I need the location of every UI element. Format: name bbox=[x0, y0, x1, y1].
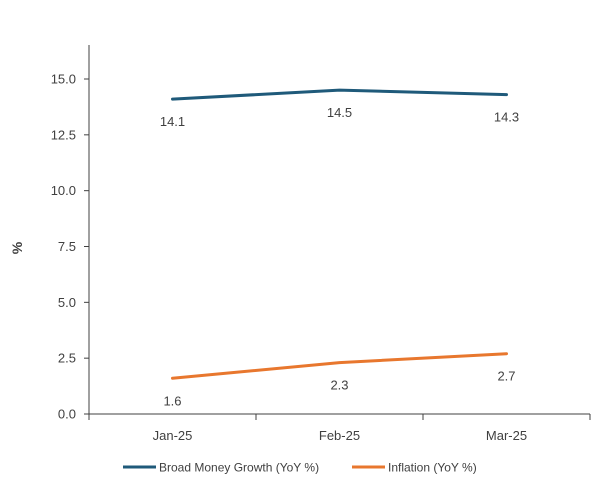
legend: Broad Money Growth (YoY %) Inflation (YoY… bbox=[123, 461, 477, 475]
y-tick-label: 12.5 bbox=[51, 127, 76, 142]
data-label: 2.7 bbox=[497, 369, 515, 384]
x-tick-label: Jan-25 bbox=[153, 428, 193, 443]
data-label: 14.3 bbox=[494, 110, 519, 125]
legend-label: Broad Money Growth (YoY %) bbox=[159, 461, 319, 475]
series-line bbox=[171, 352, 508, 380]
x-tick-label: Mar-25 bbox=[486, 428, 527, 443]
series-line bbox=[171, 88, 508, 101]
data-label: 1.6 bbox=[163, 393, 181, 408]
y-tick-label: 15.0 bbox=[51, 72, 76, 87]
y-tick-label: 5.0 bbox=[58, 295, 76, 310]
series-2: 1.6 2.3 2.7 bbox=[163, 352, 516, 408]
data-label: 14.5 bbox=[327, 105, 352, 120]
axes: 0.0 2.5 5.0 7.5 10.0 12.5 15.0 Jan-25 Feb-25 Mar-… bbox=[51, 45, 591, 443]
legend-item-2: Inflation (YoY %) bbox=[352, 461, 477, 475]
series-layer: 14.1 14.5 14.3 1.6 2.3 2.7 bbox=[160, 88, 519, 408]
y-axis-label: % bbox=[9, 241, 25, 254]
series-1: 14.1 14.5 14.3 bbox=[160, 88, 519, 129]
y-tick-label: 7.5 bbox=[58, 239, 76, 254]
data-label: 14.1 bbox=[160, 114, 185, 129]
y-tick-label: 2.5 bbox=[58, 351, 76, 366]
data-label: 2.3 bbox=[330, 378, 348, 393]
y-tick-label: 0.0 bbox=[58, 407, 76, 422]
legend-item-1: Broad Money Growth (YoY %) bbox=[123, 461, 319, 475]
x-tick-label: Feb-25 bbox=[319, 428, 360, 443]
legend-label: Inflation (YoY %) bbox=[388, 461, 477, 475]
y-tick-label: 10.0 bbox=[51, 183, 76, 198]
